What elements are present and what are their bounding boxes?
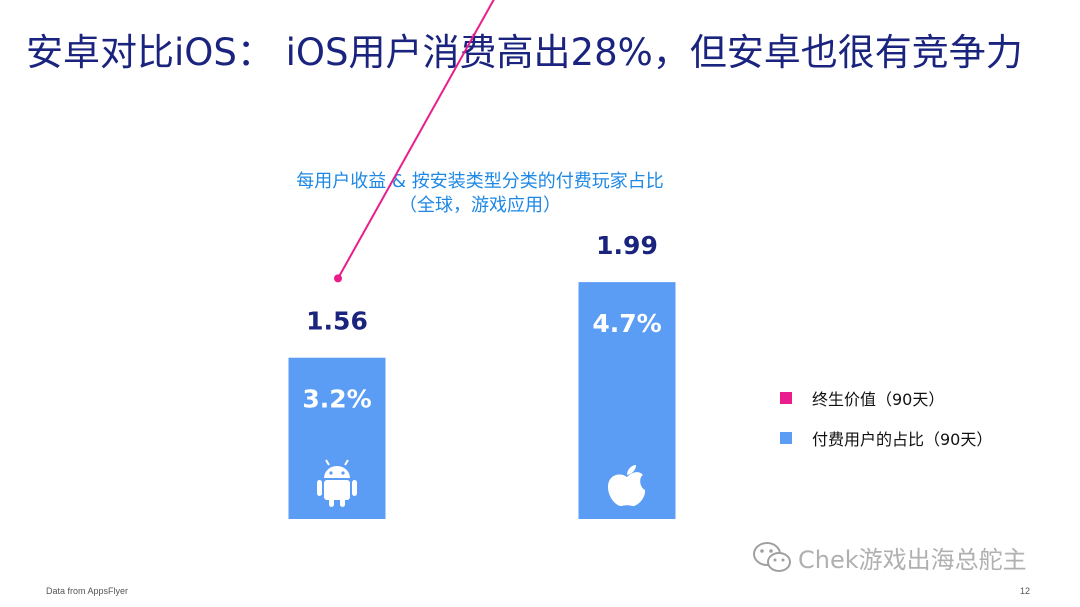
android-icon: [317, 459, 357, 507]
value-label-android: 1.56: [306, 307, 368, 336]
apple-icon: [608, 465, 646, 507]
bar-label-ios: 4.7%: [592, 309, 661, 338]
chart-subtitle: （全球，游戏应用）: [399, 195, 561, 216]
ltv-line: [337, 0, 495, 279]
ltv-point-android: [334, 274, 342, 283]
wechat-icon: [753, 541, 791, 572]
legend-item-ltv: 终生价值（90天）: [780, 378, 992, 418]
legend-swatch-ltv: [780, 392, 792, 404]
page-number: 12: [1020, 586, 1031, 596]
legend-label-payer-share: 付费用户的占比（90天）: [812, 430, 993, 449]
legend: 终生价值（90天） 付费用户的占比（90天）: [780, 378, 992, 458]
legend-swatch-payer-share: [780, 432, 792, 444]
source-note: Data from AppsFlyer: [46, 586, 129, 596]
value-label-ios: 1.99: [596, 231, 658, 260]
watermark: Chek游戏出海总舵主: [752, 540, 1027, 575]
legend-item-payer-share: 付费用户的占比（90天）: [780, 418, 992, 458]
watermark-text: Chek游戏出海总舵主: [798, 546, 1027, 574]
slide-title: 安卓对比iOS： iOS用户消费高出28%，但安卓也很有竞争力: [26, 31, 1023, 74]
legend-label-ltv: 终生价值（90天）: [812, 390, 945, 409]
bar-label-android: 3.2%: [302, 385, 371, 414]
